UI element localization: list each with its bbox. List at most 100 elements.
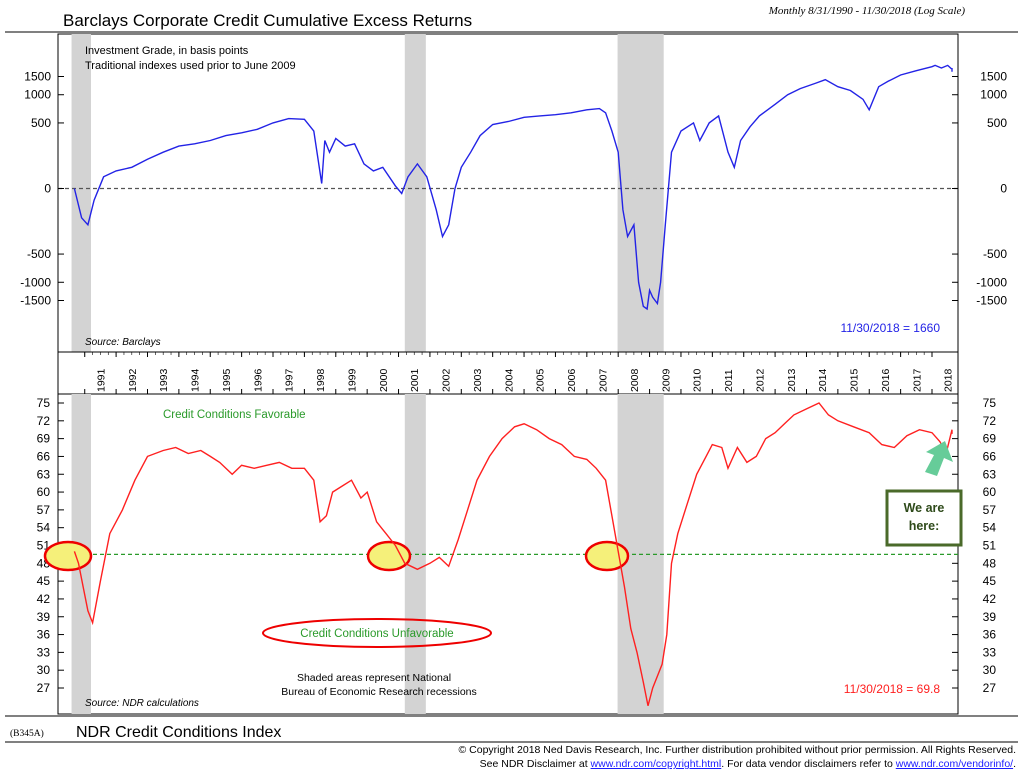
top-source: Source: Barclays [85, 337, 161, 348]
bottom-tick-label-left: 39 [37, 610, 51, 624]
year-label: 1993 [158, 368, 170, 392]
bottom-tick-label-left: 33 [37, 645, 51, 659]
chart-title: Barclays Corporate Credit Cumulative Exc… [63, 11, 472, 30]
bottom-tick-label-left: 36 [37, 628, 51, 642]
crossing-highlight-1990 [43, 540, 93, 572]
we-are-here-line2: here: [909, 519, 940, 533]
bottom-tick-label-left: 72 [37, 414, 51, 428]
bottom-tick-label-right: 39 [983, 610, 997, 624]
frequency-note: Monthly 8/31/1990 - 11/30/2018 (Log Scal… [768, 5, 966, 17]
bottom-tick-label-left: 54 [37, 521, 51, 535]
top-tick-label-left: 1000 [24, 88, 51, 102]
top-tick-label-left: -1000 [20, 275, 51, 289]
bottom-tick-label-left: 27 [37, 681, 51, 695]
x-axis-years: 1991 1992 1993 1994 1995 1996 1997 1998 1999 2000… [84, 352, 955, 394]
copyright-link[interactable]: www.ndr.com/copyright.html [590, 758, 722, 770]
bottom-tick-label-right: 45 [983, 574, 997, 588]
excess-returns-line [73, 64, 953, 311]
top-tick-label-right: 0 [1000, 182, 1007, 196]
top-tick-label-left: -500 [27, 247, 51, 261]
bottom-tick-label-left: 30 [37, 663, 51, 677]
year-label: 2013 [786, 368, 798, 392]
year-label: 2015 [849, 368, 861, 392]
bottom-tick-label-left: 75 [37, 396, 51, 410]
year-label: 2018 [943, 368, 955, 392]
top-tick-label-right: 500 [987, 116, 1007, 130]
bottom-y-axis-right: 27 30 33 36 39 42 45 48 51 54 57 60 63 66 69 72 75 [952, 396, 996, 695]
year-label: 2010 [692, 368, 704, 392]
top-tick-label-left: 500 [31, 116, 51, 130]
year-label: 2008 [629, 368, 641, 392]
bottom-source: Source: NDR calculations [85, 698, 199, 709]
bottom-tick-label-right: 66 [983, 449, 997, 463]
year-label: 1998 [315, 368, 327, 392]
disclaimer-line: See NDR Disclaimer at www.ndr.com/copyri… [480, 758, 1016, 771]
year-label: 2006 [566, 368, 578, 392]
shading-note-line1: Shaded areas represent National [297, 672, 451, 684]
bottom-tick-label-right: 69 [983, 432, 997, 446]
year-label: 1991 [95, 368, 107, 392]
favorable-label: Credit Conditions Favorable [163, 409, 306, 421]
recession-band-top-2 [404, 34, 426, 352]
year-label: 2001 [409, 368, 421, 392]
bottom-tick-label-right: 51 [983, 539, 997, 553]
year-label: 2014 [817, 368, 829, 392]
bottom-tick-label-right: 75 [983, 396, 997, 410]
year-label: 2007 [598, 368, 610, 392]
recession-band-top-1 [71, 34, 92, 352]
top-tick-label-right: 1500 [980, 70, 1007, 84]
year-label: 2012 [754, 368, 766, 392]
top-tick-label-right: -1000 [976, 275, 1007, 289]
top-note-line1: Investment Grade, in basis points [85, 45, 249, 57]
year-label: 1992 [127, 368, 139, 392]
bottom-tick-label-right: 27 [983, 681, 997, 695]
bottom-tick-label-left: 45 [37, 574, 51, 588]
top-tick-label-left: 1500 [24, 70, 51, 84]
we-are-here-arrow [925, 441, 953, 476]
top-tick-label-right: 1000 [980, 88, 1007, 102]
year-label: 2011 [723, 369, 735, 392]
year-label: 2016 [880, 368, 892, 392]
index-title: NDR Credit Conditions Index [76, 724, 281, 741]
disclaimer-suffix: . [1013, 758, 1016, 770]
year-label: 1994 [190, 368, 202, 392]
bottom-tick-label-right: 30 [983, 663, 997, 677]
year-label: 2002 [441, 368, 453, 392]
bottom-tick-label-left: 69 [37, 432, 51, 446]
bottom-tick-label-left: 42 [37, 592, 51, 606]
top-note-line2: Traditional indexes used prior to June 2… [85, 60, 296, 72]
bottom-last-value: 11/30/2018 = 69.8 [844, 682, 941, 696]
year-axis-band [57, 351, 959, 395]
threshold-crossing-highlights [43, 540, 630, 572]
bottom-tick-label-right: 33 [983, 645, 997, 659]
copyright-line: © Copyright 2018 Ned Davis Research, Inc… [458, 744, 1017, 756]
top-last-value: 11/30/2018 = 1660 [840, 321, 940, 335]
disclaimer-mid: . For data vendor disclaimers refer to [721, 758, 896, 770]
credit-conditions-line [73, 402, 953, 706]
shading-note-line2: Bureau of Economic Research recessions [281, 686, 477, 698]
bottom-tick-label-left: 63 [37, 467, 51, 481]
chart-code: (B345A) [10, 728, 44, 739]
we-are-here-box [885, 489, 963, 547]
year-label: 2003 [472, 368, 484, 392]
year-label: 1997 [284, 368, 296, 392]
bottom-tick-label-right: 42 [983, 592, 997, 606]
unfavorable-label: Credit Conditions Unfavorable [300, 628, 453, 640]
top-tick-label-right: -500 [983, 247, 1007, 261]
bottom-tick-label-right: 36 [983, 628, 997, 642]
year-label: 2009 [660, 368, 672, 392]
top-tick-label-left: 0 [44, 182, 51, 196]
bottom-tick-label-right: 60 [983, 485, 997, 499]
year-label: 2017 [911, 368, 923, 392]
vendorinfo-link[interactable]: www.ndr.com/vendorinfo/ [895, 758, 1014, 770]
bottom-tick-label-right: 72 [983, 414, 997, 428]
year-label: 2000 [378, 368, 390, 392]
bottom-tick-label-right: 48 [983, 556, 997, 570]
bottom-tick-label-left: 66 [37, 449, 51, 463]
top-plot-area [57, 33, 959, 353]
bottom-tick-label-right: 57 [983, 503, 997, 517]
year-label: 1996 [252, 368, 264, 392]
top-y-axis-left: -1500 -1000 -500 0 500 1000 1500 [20, 70, 64, 308]
